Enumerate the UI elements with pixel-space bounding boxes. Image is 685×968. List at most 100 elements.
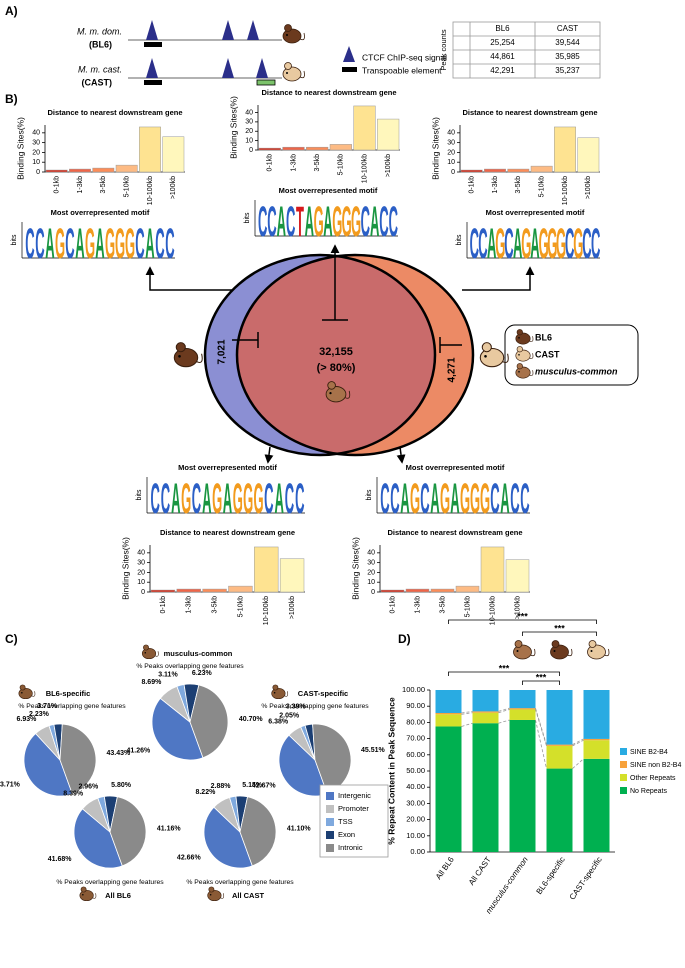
mouse-icon xyxy=(141,644,159,660)
y-tick-label: 30 xyxy=(447,139,455,146)
mouse-icon xyxy=(207,886,225,902)
transposable-element xyxy=(144,42,162,47)
trend-connector xyxy=(461,722,473,727)
mouse-ear xyxy=(327,381,336,390)
y-axis-label: % Repeat Content in Peak Sequence xyxy=(386,697,396,845)
motif-letter: C xyxy=(420,475,429,522)
x-tick-label: >100kb xyxy=(514,596,521,619)
bar-segment xyxy=(583,738,610,741)
mouse-ear xyxy=(516,363,523,370)
table-cell: 35,985 xyxy=(555,52,580,61)
pie-title: All BL6 xyxy=(105,891,131,900)
mouse-body xyxy=(173,347,199,368)
bar xyxy=(484,168,506,173)
x-tick-label: 3-5kb xyxy=(211,596,218,614)
mouse-ear xyxy=(208,886,215,893)
motif-letter: C xyxy=(389,198,398,245)
mouse-tail xyxy=(92,893,97,899)
x-tick-label: BL6-specific xyxy=(534,855,566,896)
chart-title: Distance to nearest downstream gene xyxy=(261,88,396,97)
mouse-body xyxy=(282,28,302,44)
motif-letter: C xyxy=(361,198,370,245)
y-tick-label: 10.00 xyxy=(406,831,425,840)
motif-letter: G xyxy=(440,475,450,522)
mouse-tail xyxy=(502,353,509,363)
mouse-body xyxy=(79,889,94,902)
pie-value-label: 3.71% xyxy=(37,703,58,710)
mouse-eye xyxy=(286,34,288,36)
motif-letter: C xyxy=(390,475,399,522)
chart-title: Distance to nearest downstream gene xyxy=(160,528,295,537)
mouse-icon xyxy=(515,363,534,379)
mouse-tail xyxy=(299,32,305,41)
legend-te xyxy=(342,67,357,72)
bar xyxy=(202,588,227,593)
y-tick-label: 80.00 xyxy=(406,717,425,726)
x-tick-label: 1-3kb xyxy=(492,176,499,194)
motif-letter: G xyxy=(539,220,549,267)
legend-swatch xyxy=(326,792,334,800)
bar-segment xyxy=(509,690,536,709)
legend-swatch xyxy=(326,831,334,839)
pie-value-label: 3.39% xyxy=(286,704,307,711)
mouse-ear xyxy=(175,342,186,353)
bar xyxy=(554,126,576,173)
mouse-icon xyxy=(587,640,610,660)
significance-label: *** xyxy=(499,663,510,673)
motif-letter: C xyxy=(470,220,479,267)
mouse-body xyxy=(550,644,569,660)
bar xyxy=(254,546,279,593)
pie-subtitle: % Peaks overlapping gene features xyxy=(186,879,294,886)
pie-value-label: 6.93% xyxy=(17,716,38,723)
pie-value-label: 5.15% xyxy=(242,782,263,789)
pie-subtitle: % Peaks overlapping gene features xyxy=(136,663,244,670)
motif-letter: C xyxy=(264,475,273,522)
pie-value-label: 41.26% xyxy=(126,747,151,754)
motif-letter: G xyxy=(351,198,361,245)
bar xyxy=(92,167,115,173)
y-tick-label: 20 xyxy=(367,569,375,576)
motif-letter: C xyxy=(165,220,174,267)
x-tick-label: All CAST xyxy=(467,855,493,887)
x-tick-label: 10-100kb xyxy=(263,596,270,625)
motif-letter: A xyxy=(323,198,332,245)
motif-letter: G xyxy=(521,220,531,267)
motif-letter: A xyxy=(487,220,496,267)
motif-letter: A xyxy=(500,475,509,522)
mouse-body xyxy=(515,366,531,379)
mouse-ear xyxy=(19,684,26,691)
motif-letter: C xyxy=(65,220,74,267)
legend-label: Intronic xyxy=(338,843,363,852)
y-tick-label: 0 xyxy=(36,169,40,176)
mouse-icon xyxy=(515,329,534,345)
x-tick-label: 10-100kb xyxy=(361,154,368,183)
transposable-element xyxy=(256,79,276,86)
motif-letter: A xyxy=(430,475,439,522)
y-axis-label: Binding Sites(%) xyxy=(350,537,360,600)
mouse-icon xyxy=(325,381,351,403)
motif-y-label: bits xyxy=(11,234,18,245)
mouse-eye xyxy=(329,392,332,395)
bar xyxy=(282,146,305,151)
pie-value-label: 45.51% xyxy=(361,747,386,754)
legend-label: Intergenic xyxy=(338,791,371,800)
bar xyxy=(455,585,480,593)
legend-swatch xyxy=(620,774,627,781)
bar xyxy=(69,168,91,173)
trend-connector xyxy=(535,719,547,769)
pie-value-label: 41.16% xyxy=(157,825,182,832)
mouse-tail xyxy=(529,370,534,376)
bar xyxy=(353,105,376,151)
y-tick-label: 100.00 xyxy=(402,685,425,694)
pie-value-label: 6.23% xyxy=(192,670,213,677)
panel-label: D) xyxy=(398,632,411,646)
motif-letter: C xyxy=(267,198,276,245)
bar xyxy=(460,169,483,173)
x-tick-label: 0-1kb xyxy=(389,596,396,614)
significance-bracket xyxy=(522,631,597,636)
x-tick-label: 1-3kb xyxy=(186,596,193,614)
table-cell: 25,254 xyxy=(490,38,515,47)
y-tick-label: 0.00 xyxy=(410,847,425,856)
bar xyxy=(279,558,305,593)
mouse-ear xyxy=(481,342,492,353)
